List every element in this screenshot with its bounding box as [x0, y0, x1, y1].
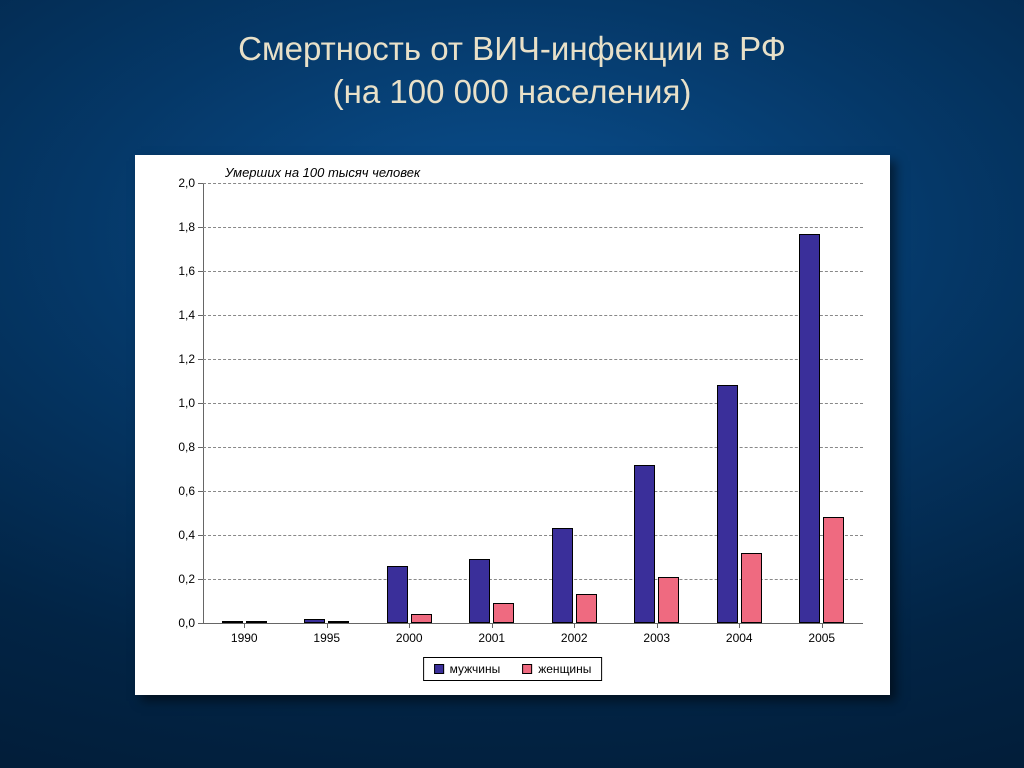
bar-женщины — [328, 621, 349, 623]
y-tick-mark — [198, 315, 203, 316]
slide-title: Смертность от ВИЧ-инфекции в РФ (на 100 … — [0, 0, 1024, 114]
y-tick-label: 0,6 — [178, 484, 195, 498]
bar-женщины — [411, 614, 432, 623]
x-tick-label: 1990 — [231, 631, 258, 645]
bar-мужчины — [304, 619, 325, 623]
y-tick-label: 0,0 — [178, 616, 195, 630]
x-axis — [203, 623, 863, 624]
x-tick-mark — [244, 623, 245, 628]
y-tick-mark — [198, 271, 203, 272]
y-tick-label: 1,4 — [178, 308, 195, 322]
title-line-1: Смертность от ВИЧ-инфекции в РФ — [0, 28, 1024, 71]
legend: мужчины женщины — [423, 657, 603, 681]
x-tick-label: 2003 — [643, 631, 670, 645]
gridline — [203, 579, 863, 580]
bar-женщины — [576, 594, 597, 623]
legend-item-women: женщины — [522, 662, 591, 676]
gridline — [203, 403, 863, 404]
y-tick-mark — [198, 579, 203, 580]
x-tick-label: 2004 — [726, 631, 753, 645]
y-tick-mark — [198, 491, 203, 492]
x-tick-label: 2002 — [561, 631, 588, 645]
gridline — [203, 359, 863, 360]
x-tick-mark — [492, 623, 493, 628]
bar-женщины — [493, 603, 514, 623]
bar-мужчины — [469, 559, 490, 623]
y-tick-label: 1,8 — [178, 220, 195, 234]
x-tick-mark — [409, 623, 410, 628]
y-tick-mark — [198, 227, 203, 228]
gridline — [203, 271, 863, 272]
x-tick-mark — [657, 623, 658, 628]
x-tick-mark — [327, 623, 328, 628]
gridline — [203, 227, 863, 228]
x-tick-mark — [822, 623, 823, 628]
y-tick-label: 0,2 — [178, 572, 195, 586]
bar-мужчины — [799, 234, 820, 623]
bar-мужчины — [634, 465, 655, 623]
gridline — [203, 491, 863, 492]
bar-мужчины — [222, 621, 243, 623]
legend-item-men: мужчины — [434, 662, 501, 676]
y-tick-mark — [198, 403, 203, 404]
y-tick-label: 0,4 — [178, 528, 195, 542]
chart-container: Умерших на 100 тысяч человек 0,00,20,40,… — [135, 155, 890, 695]
chart-subtitle: Умерших на 100 тысяч человек — [225, 165, 420, 180]
bar-женщины — [246, 621, 267, 623]
y-tick-mark — [198, 623, 203, 624]
y-tick-label: 1,2 — [178, 352, 195, 366]
x-tick-label: 1995 — [313, 631, 340, 645]
gridline — [203, 315, 863, 316]
x-tick-mark — [574, 623, 575, 628]
bar-женщины — [823, 517, 844, 623]
gridline — [203, 183, 863, 184]
bar-мужчины — [717, 385, 738, 623]
x-tick-mark — [739, 623, 740, 628]
y-tick-mark — [198, 535, 203, 536]
plot-area: 0,00,20,40,60,81,01,21,41,61,82,01990199… — [203, 183, 863, 623]
title-line-2: (на 100 000 населения) — [0, 71, 1024, 114]
legend-swatch-women — [522, 664, 532, 674]
y-tick-label: 2,0 — [178, 176, 195, 190]
legend-swatch-men — [434, 664, 444, 674]
legend-label-men: мужчины — [450, 662, 501, 676]
bar-женщины — [741, 553, 762, 623]
y-tick-mark — [198, 183, 203, 184]
bar-мужчины — [552, 528, 573, 623]
gridline — [203, 535, 863, 536]
legend-label-women: женщины — [538, 662, 591, 676]
y-tick-label: 0,8 — [178, 440, 195, 454]
y-tick-label: 1,6 — [178, 264, 195, 278]
y-tick-mark — [198, 447, 203, 448]
bar-мужчины — [387, 566, 408, 623]
bar-женщины — [658, 577, 679, 623]
y-tick-label: 1,0 — [178, 396, 195, 410]
x-tick-label: 2001 — [478, 631, 505, 645]
y-tick-mark — [198, 359, 203, 360]
x-tick-label: 2005 — [808, 631, 835, 645]
x-tick-label: 2000 — [396, 631, 423, 645]
gridline — [203, 447, 863, 448]
